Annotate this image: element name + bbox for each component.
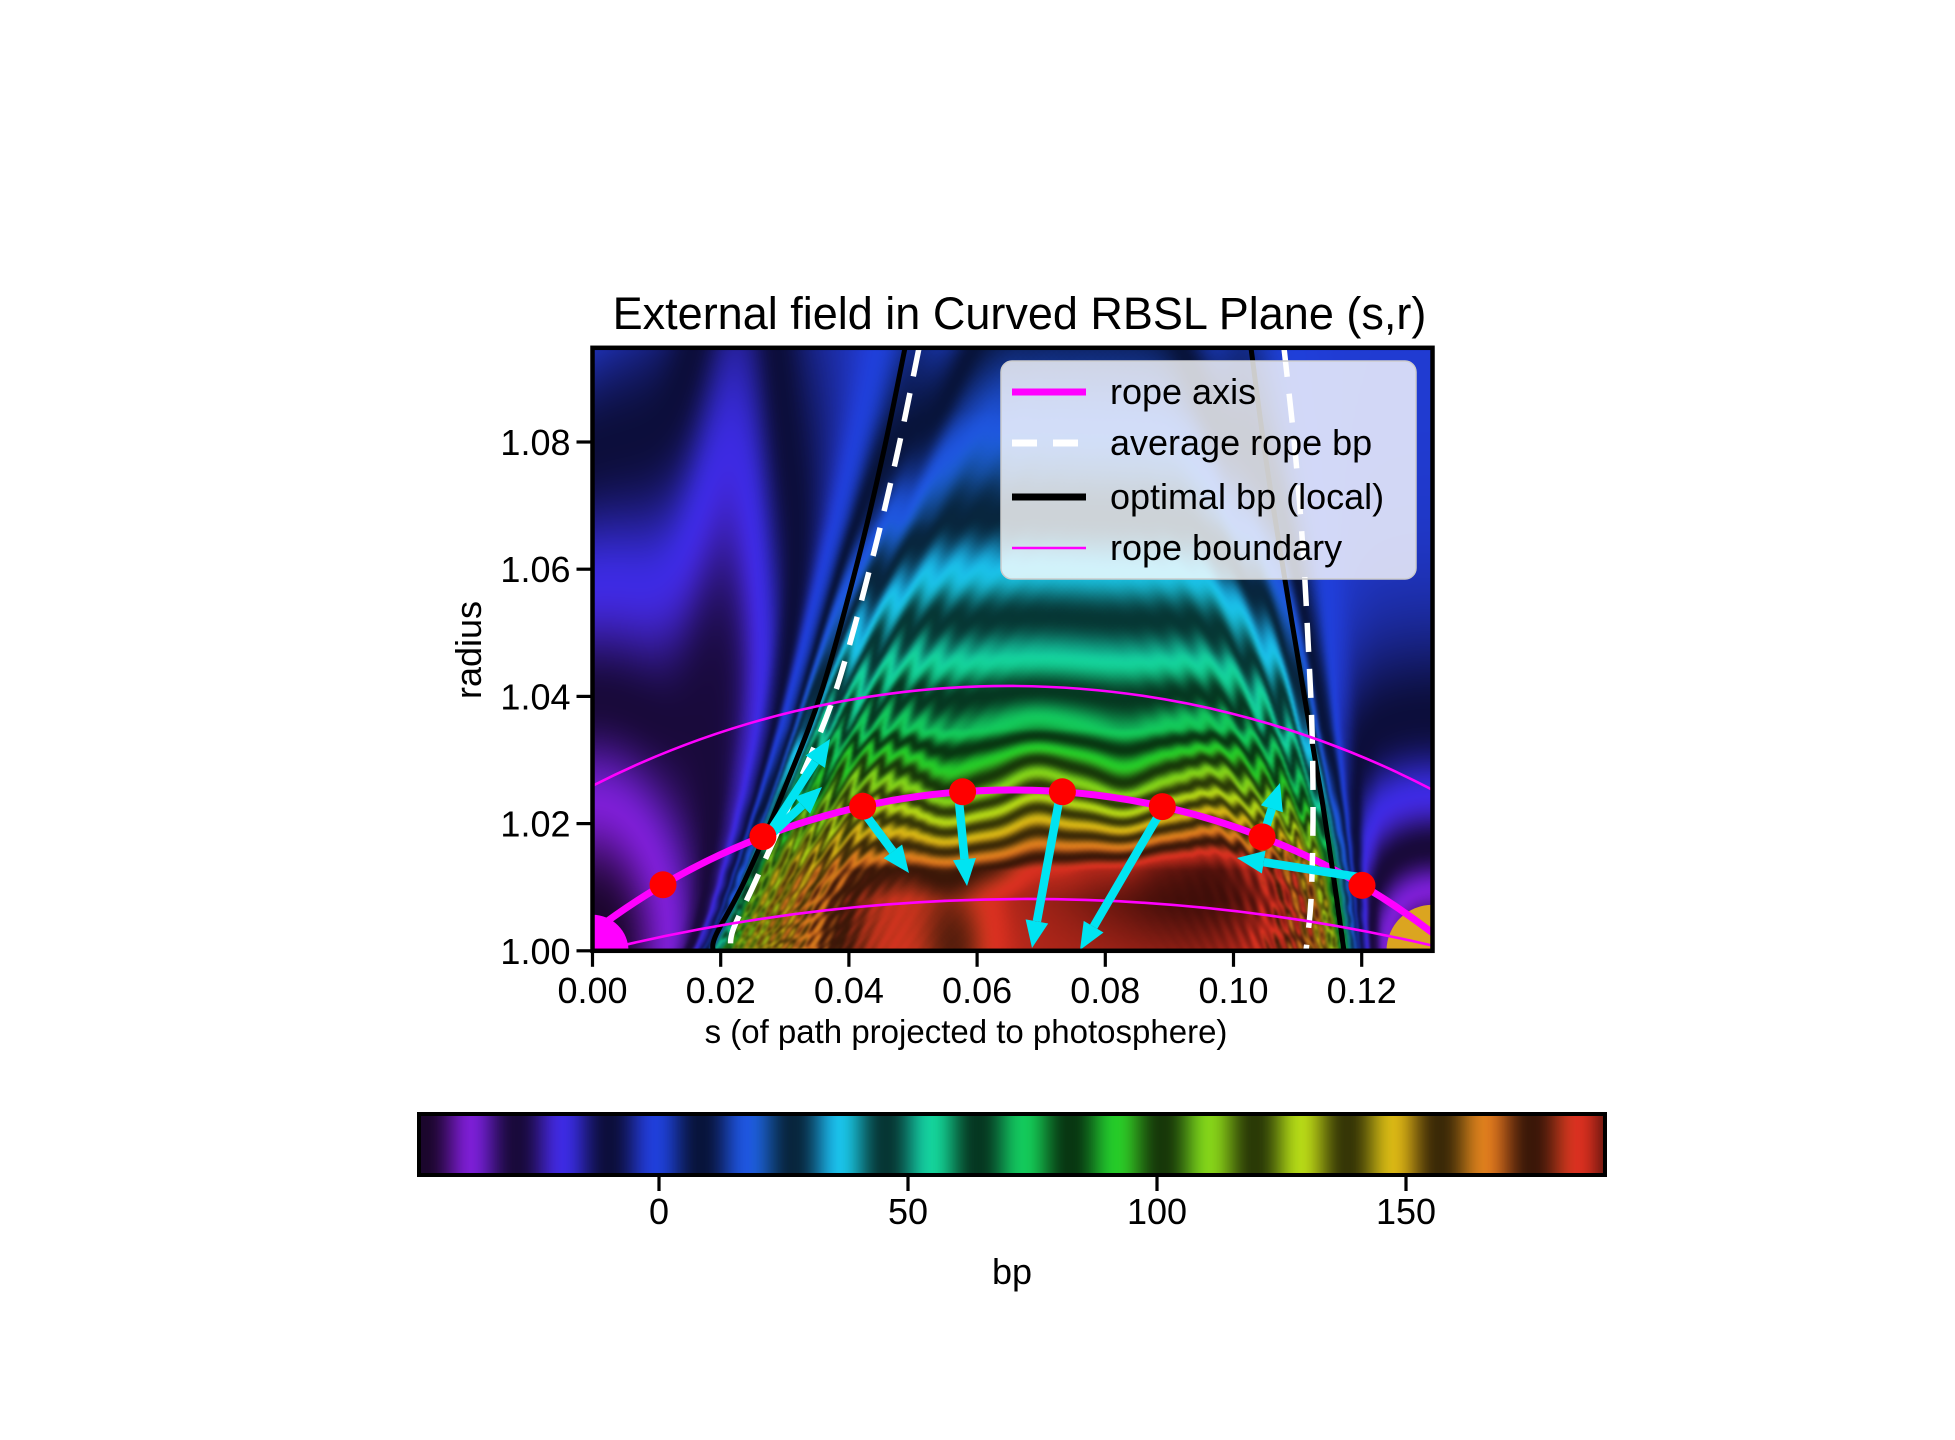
svg-text:1.00: 1.00 [500, 931, 570, 972]
svg-text:0.12: 0.12 [1327, 970, 1397, 1011]
svg-text:s (of path projected to photos: s (of path projected to photosphere) [705, 1013, 1228, 1050]
svg-text:0.08: 0.08 [1070, 970, 1140, 1011]
svg-text:External field in Curved RBSL: External field in Curved RBSL Plane (s,r… [613, 288, 1427, 339]
svg-text:1.04: 1.04 [500, 676, 570, 717]
svg-text:rope axis: rope axis [1110, 371, 1256, 412]
svg-text:1.06: 1.06 [500, 549, 570, 590]
svg-text:0.00: 0.00 [557, 970, 627, 1011]
svg-text:bp: bp [992, 1251, 1032, 1292]
svg-text:radius: radius [448, 601, 489, 699]
svg-text:0.04: 0.04 [814, 970, 884, 1011]
svg-text:average rope bp: average rope bp [1110, 422, 1372, 463]
svg-text:1.08: 1.08 [500, 422, 570, 463]
svg-text:100: 100 [1127, 1191, 1187, 1232]
svg-text:rope boundary: rope boundary [1110, 527, 1342, 568]
svg-text:0.02: 0.02 [686, 970, 756, 1011]
svg-text:1.02: 1.02 [500, 804, 570, 845]
svg-text:optimal bp (local): optimal bp (local) [1110, 476, 1384, 517]
svg-text:0.10: 0.10 [1198, 970, 1268, 1011]
svg-text:50: 50 [888, 1191, 928, 1232]
svg-text:0.06: 0.06 [942, 970, 1012, 1011]
svg-text:0: 0 [649, 1191, 669, 1232]
svg-text:150: 150 [1376, 1191, 1436, 1232]
